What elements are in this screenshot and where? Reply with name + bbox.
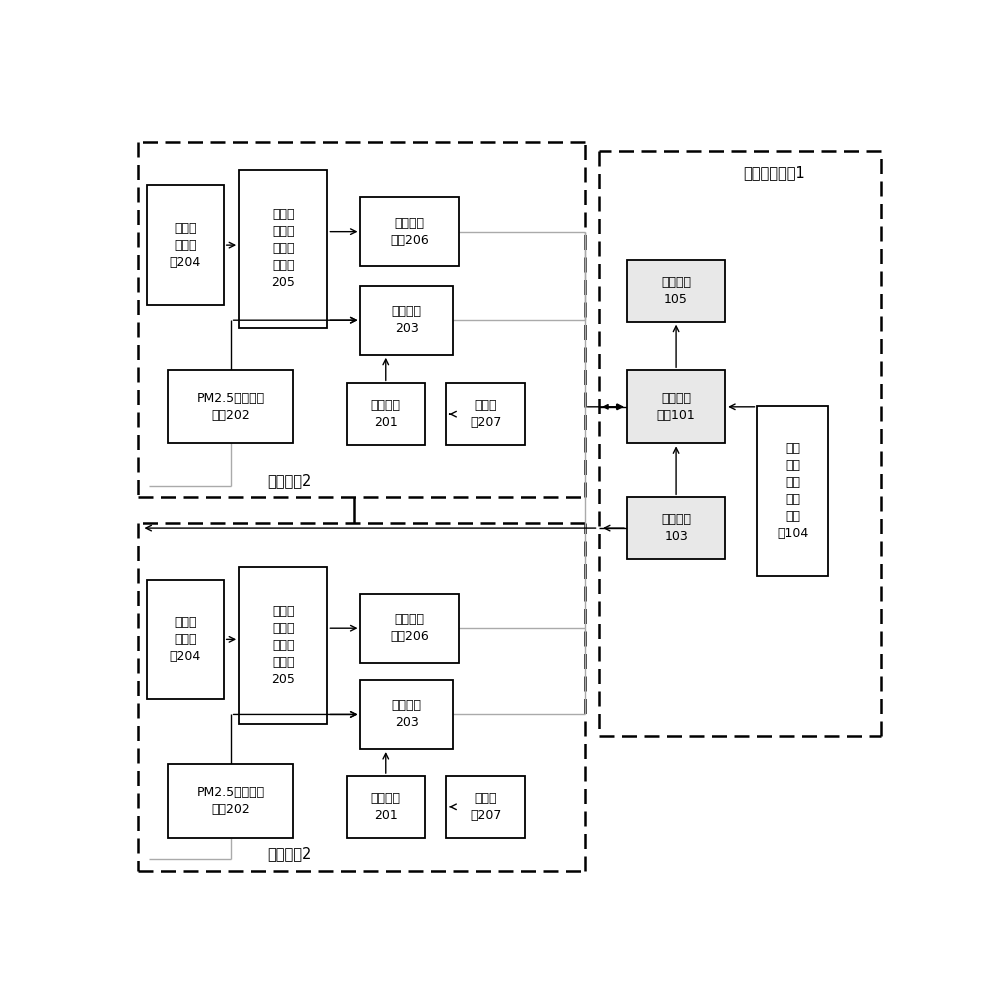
Bar [361, 197, 459, 266]
Bar [627, 260, 725, 322]
Bar [446, 776, 525, 838]
Bar [147, 580, 224, 699]
Text: 车辆传
感器模
块204: 车辆传 感器模 块204 [169, 616, 201, 663]
Text: PM2.5气体处理
模块202: PM2.5气体处理 模块202 [196, 392, 265, 422]
Text: 终端设备2: 终端设备2 [268, 473, 312, 488]
Text: 显示模块
105: 显示模块 105 [661, 276, 691, 306]
Bar [347, 776, 425, 838]
Text: 车辆占
用道路
时间处
理模块
205: 车辆占 用道路 时间处 理模块 205 [272, 208, 295, 289]
Bar [147, 185, 224, 305]
Text: 终端
设备
安装
位置
数据
库104: 终端 设备 安装 位置 数据 库104 [777, 442, 809, 540]
Bar [361, 594, 459, 663]
Text: PM2.5气体处理
模块202: PM2.5气体处理 模块202 [196, 786, 265, 816]
Text: 数据整合
单元206: 数据整合 单元206 [390, 613, 429, 643]
Bar [347, 383, 425, 445]
Text: 车辆传
感器模
块204: 车辆传 感器模 块204 [169, 222, 201, 269]
Bar [361, 286, 453, 355]
Text: 数据整合
单元206: 数据整合 单元206 [390, 217, 429, 247]
Text: 报警单
元207: 报警单 元207 [470, 399, 501, 429]
Text: 存储单元
201: 存储单元 201 [371, 792, 400, 822]
Bar [168, 370, 293, 443]
Text: 时钟模块
103: 时钟模块 103 [661, 513, 691, 543]
Bar [757, 406, 828, 576]
Bar [627, 370, 725, 443]
Bar [446, 383, 525, 445]
Bar [239, 170, 327, 328]
Text: 中心处理单元1: 中心处理单元1 [743, 165, 805, 180]
Bar [361, 680, 453, 749]
Text: 车辆占
用道路
时间处
理模块
205: 车辆占 用道路 时间处 理模块 205 [272, 605, 295, 686]
Bar [239, 567, 327, 724]
Bar [168, 764, 293, 838]
Text: 比较单元
203: 比较单元 203 [391, 699, 421, 729]
Text: 比较单元
203: 比较单元 203 [391, 305, 421, 335]
Text: 存储单元
201: 存储单元 201 [371, 399, 400, 429]
Text: 报警单
元207: 报警单 元207 [470, 792, 501, 822]
Text: 数据处理
模块101: 数据处理 模块101 [657, 392, 696, 422]
Bar [627, 497, 725, 559]
Text: 终端设备2: 终端设备2 [268, 847, 312, 862]
